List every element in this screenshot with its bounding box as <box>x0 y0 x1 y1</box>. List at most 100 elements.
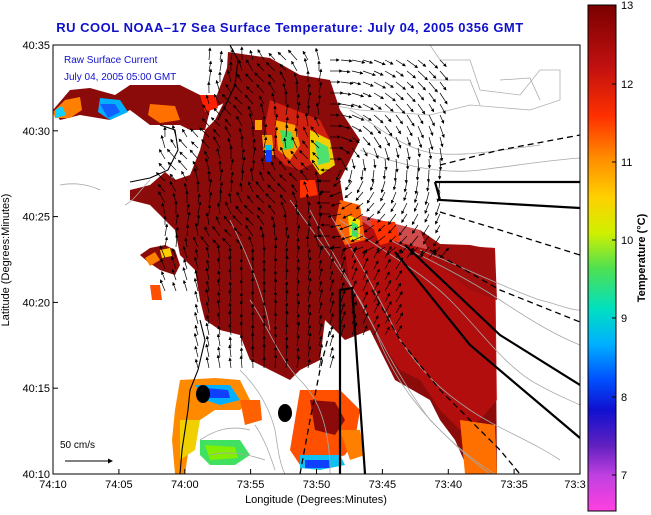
current-vector <box>257 206 265 215</box>
current-vector <box>208 47 212 61</box>
current-vector <box>417 125 424 139</box>
current-vector <box>314 116 320 127</box>
current-vector <box>417 81 426 91</box>
current-vector <box>362 257 369 270</box>
current-vector <box>340 69 351 74</box>
current-vector <box>373 136 382 149</box>
current-vector <box>340 323 346 336</box>
current-vector <box>256 214 265 226</box>
current-vector <box>236 115 243 127</box>
colorbar-ticks <box>612 4 616 476</box>
current-vector <box>329 333 335 347</box>
current-vector <box>285 323 289 336</box>
current-vector <box>410 246 419 256</box>
current-vector <box>159 148 166 160</box>
current-vector <box>318 267 323 281</box>
current-vector <box>236 191 243 204</box>
current-vector <box>424 202 430 214</box>
current-vector <box>373 315 379 325</box>
current-vector <box>307 256 312 270</box>
current-vector <box>387 213 397 225</box>
current-vector <box>340 281 345 292</box>
current-vector <box>333 180 342 187</box>
current-vector <box>363 224 375 233</box>
current-vector <box>428 81 438 93</box>
current-vector <box>439 114 445 124</box>
current-vector <box>395 257 404 270</box>
current-vector <box>205 343 210 358</box>
current-vector <box>199 127 210 138</box>
current-vector <box>235 205 243 215</box>
current-vector <box>300 162 309 171</box>
current-vector <box>351 147 360 159</box>
current-vector <box>194 222 199 237</box>
current-vector <box>329 278 335 292</box>
current-vector <box>340 302 345 314</box>
current-vector <box>201 139 210 149</box>
current-vector <box>271 92 276 105</box>
current-vector <box>215 216 221 226</box>
surface-current-vectors <box>155 46 450 369</box>
current-vector <box>386 246 397 255</box>
current-vector <box>265 193 276 204</box>
current-vector <box>406 81 415 89</box>
current-vector <box>234 96 243 105</box>
current-vector <box>355 202 364 210</box>
x-tick-label: 73:50 <box>303 479 331 491</box>
current-vector <box>413 191 419 204</box>
current-vector <box>428 103 435 113</box>
current-vector <box>307 91 312 105</box>
current-vector <box>409 235 419 247</box>
current-vector <box>351 158 356 170</box>
current-vector <box>239 355 244 369</box>
current-vector <box>329 244 335 259</box>
current-vector <box>373 103 382 110</box>
current-vector <box>318 301 323 314</box>
current-vector <box>261 233 265 248</box>
current-vector <box>439 81 447 91</box>
sst-field <box>53 45 580 474</box>
current-vector <box>284 124 289 138</box>
current-vector <box>428 147 433 160</box>
current-vector <box>164 236 169 248</box>
current-vector <box>413 202 419 212</box>
current-vector <box>218 189 223 204</box>
current-vector <box>348 169 353 184</box>
current-vector <box>428 70 437 79</box>
current-vector <box>439 136 444 148</box>
x-ticks <box>52 469 581 474</box>
current-vector <box>285 310 289 325</box>
current-vector <box>179 151 188 160</box>
current-vector <box>384 125 393 137</box>
current-vector <box>169 180 177 193</box>
colorbar-tick-label: 10 <box>621 235 633 247</box>
current-vector <box>395 291 403 303</box>
current-vector <box>414 180 419 195</box>
current-vector <box>267 184 276 193</box>
current-vector <box>239 300 244 314</box>
legend-line-1: Raw Surface Current <box>64 55 158 66</box>
current-vector <box>353 224 364 231</box>
current-vector <box>340 125 351 130</box>
current-vector <box>265 62 276 72</box>
current-vector <box>395 248 402 259</box>
current-vector <box>190 141 199 149</box>
current-vector <box>245 217 254 226</box>
current-vector <box>283 137 287 149</box>
current-vector <box>279 70 287 83</box>
current-vector <box>406 247 415 259</box>
current-vector <box>296 266 301 281</box>
current-vector <box>403 180 408 193</box>
current-vector <box>382 169 387 180</box>
current-vector <box>350 235 364 242</box>
current-vector <box>366 191 375 204</box>
current-vector <box>373 247 380 259</box>
current-vector <box>351 292 356 303</box>
current-vector <box>384 158 388 171</box>
current-vector <box>380 191 386 202</box>
current-vector <box>197 201 202 215</box>
current-vector <box>340 147 350 154</box>
current-vector <box>395 59 406 67</box>
current-vector <box>292 191 298 204</box>
current-vector <box>285 289 289 303</box>
